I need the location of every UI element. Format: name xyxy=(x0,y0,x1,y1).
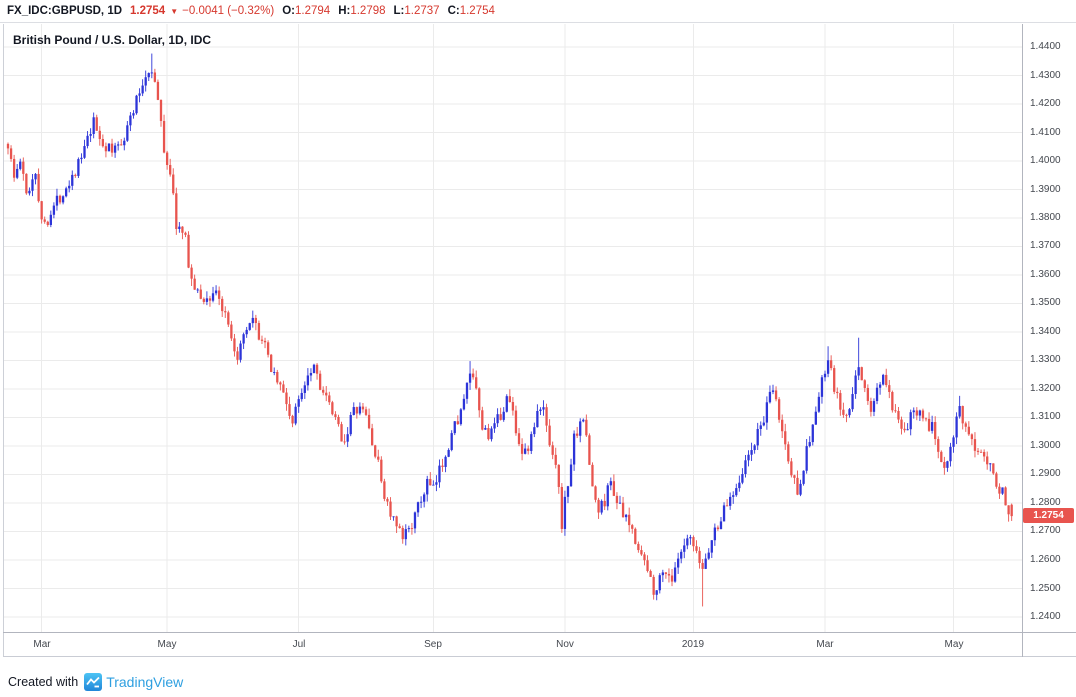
gridlines xyxy=(4,24,1022,632)
price-tick-label: 1.3500 xyxy=(1030,297,1061,308)
time-tick-label: Mar xyxy=(33,639,51,650)
time-axis[interactable]: Mar May Jul Sep Nov 2019 Mar May xyxy=(3,632,1076,657)
high-readout: H:1.2798 xyxy=(338,5,385,17)
price-tick-label: 1.2600 xyxy=(1030,554,1061,565)
tradingview-logo-icon xyxy=(84,673,103,691)
price-change: −0.0041 (−0.32%) xyxy=(182,5,275,17)
candles xyxy=(6,53,1013,607)
time-tick-label: May xyxy=(944,639,964,650)
last-price-tag: 1.2754 xyxy=(1023,508,1074,523)
price-tick-label: 1.3000 xyxy=(1030,440,1061,451)
created-with-text: Created with xyxy=(8,675,79,689)
open-readout: O:1.2794 xyxy=(282,5,330,17)
candlestick-canvas[interactable] xyxy=(4,24,1022,632)
open-value: 1.2794 xyxy=(295,5,331,17)
close-readout: C:1.2754 xyxy=(448,5,495,17)
symbol-info-bar: FX_IDC:GBPUSD, 1D 1.2754 ▼ −0.0041 (−0.3… xyxy=(0,0,1076,23)
price-tick-label: 1.2700 xyxy=(1030,525,1061,536)
price-tick-label: 1.3300 xyxy=(1030,354,1061,365)
chart-legend[interactable]: British Pound / U.S. Dollar, 1D, IDC xyxy=(13,33,212,47)
attribution-footer: Created with TradingView xyxy=(8,671,183,693)
last-price: 1.2754 xyxy=(130,5,166,17)
time-tick-label: Mar xyxy=(816,639,834,650)
symbol-title: FX_IDC:GBPUSD, 1D xyxy=(7,5,123,17)
axis-corner-separator xyxy=(1022,632,1023,657)
high-value: 1.2798 xyxy=(350,5,386,17)
price-tick-label: 1.3200 xyxy=(1030,383,1061,394)
time-tick-label: 2019 xyxy=(681,639,705,650)
chart-left-border xyxy=(3,24,4,657)
price-axis[interactable]: 1.4400 1.4300 1.4200 1.4100 1.4000 1.3900 1.38… xyxy=(1022,24,1076,632)
close-label: C: xyxy=(447,5,460,17)
down-arrow-icon: ▼ xyxy=(170,6,179,16)
price-tick-label: 1.2500 xyxy=(1030,583,1061,594)
price-tick-label: 1.3800 xyxy=(1030,212,1061,223)
price-tick-label: 1.2800 xyxy=(1030,497,1061,508)
price-tick-label: 1.3900 xyxy=(1030,184,1061,195)
time-tick-label: Sep xyxy=(424,639,442,650)
price-tick-label: 1.2400 xyxy=(1030,611,1061,622)
price-tick-label: 1.2900 xyxy=(1030,468,1061,479)
open-label: O: xyxy=(282,5,295,17)
price-tick-label: 1.4400 xyxy=(1030,41,1061,52)
low-readout: L:1.2737 xyxy=(394,5,440,17)
price-tick-label: 1.4000 xyxy=(1030,155,1061,166)
price-tick-label: 1.4200 xyxy=(1030,98,1061,109)
price-tick-label: 1.3600 xyxy=(1030,269,1061,280)
high-label: H: xyxy=(338,5,351,17)
time-tick-label: Jul xyxy=(292,639,306,650)
price-tick-label: 1.4100 xyxy=(1030,127,1061,138)
price-tick-label: 1.3100 xyxy=(1030,411,1061,422)
low-value: 1.2737 xyxy=(404,5,440,17)
tradingview-wordmark: TradingView xyxy=(106,674,184,690)
tradingview-link[interactable]: TradingView xyxy=(84,673,183,691)
price-tick-label: 1.3400 xyxy=(1030,326,1061,337)
time-tick-label: May xyxy=(157,639,177,650)
close-value: 1.2754 xyxy=(459,5,495,17)
time-tick-label: Nov xyxy=(556,639,574,650)
low-label: L: xyxy=(393,5,405,17)
price-tick-label: 1.3700 xyxy=(1030,240,1061,251)
price-tick-label: 1.4300 xyxy=(1030,70,1061,81)
